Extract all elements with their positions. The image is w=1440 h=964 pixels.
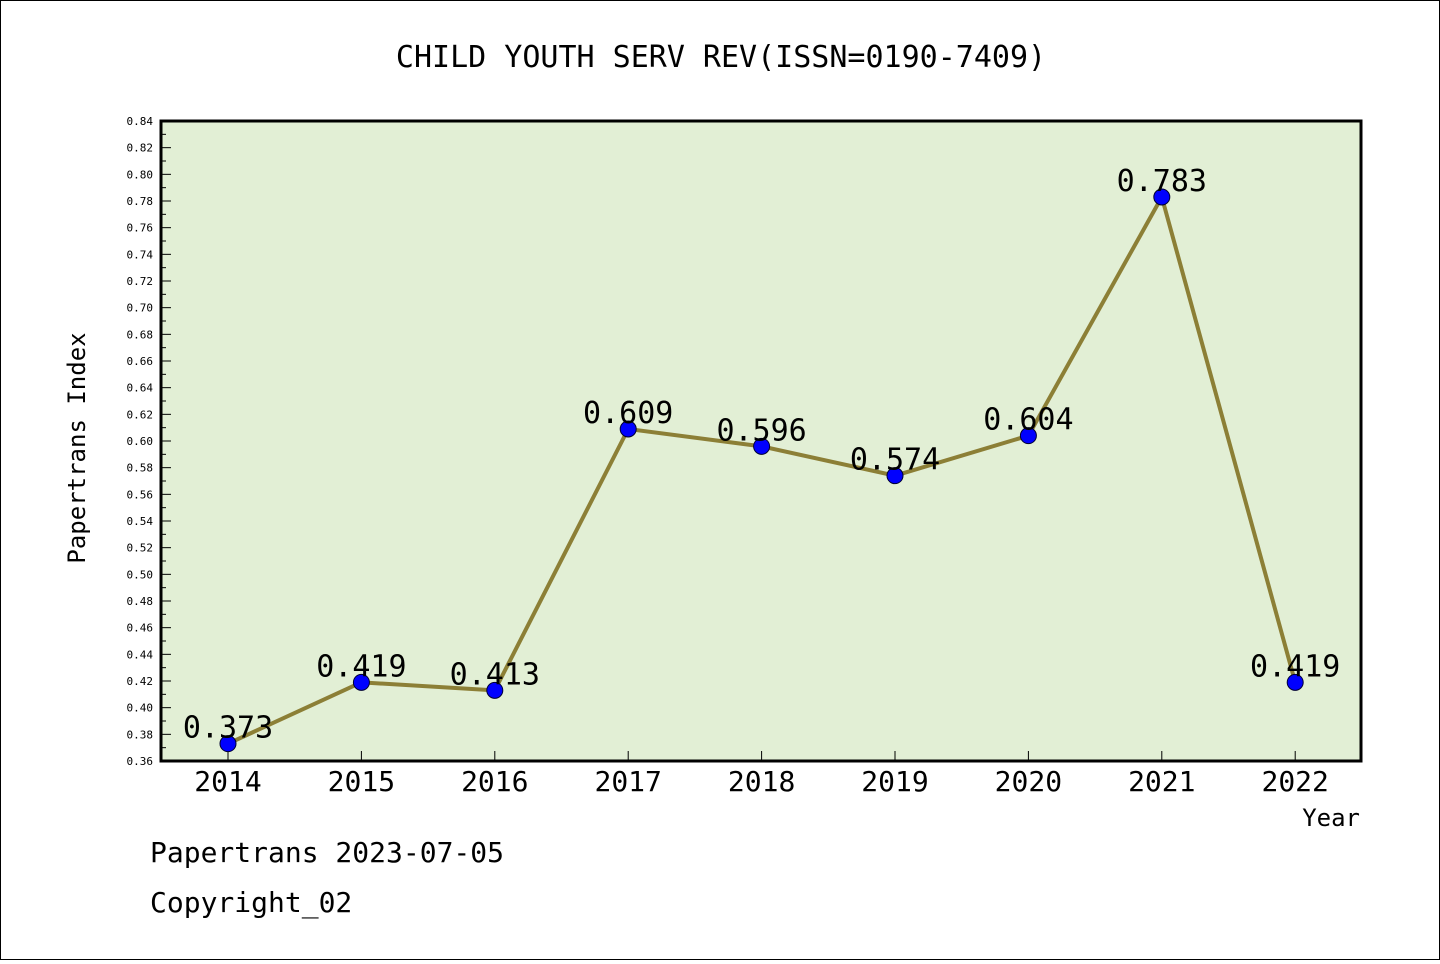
data-point	[1286, 673, 1304, 691]
y-tick-label: 0.70	[127, 302, 154, 315]
y-tick-label: 0.54	[127, 515, 154, 528]
data-label: 0.373	[183, 711, 273, 746]
data-label: 0.413	[450, 657, 540, 692]
footer-copyright: Copyright_02	[150, 886, 353, 919]
data-label: 0.419	[1250, 649, 1340, 684]
data-point	[886, 467, 904, 485]
data-label: 0.609	[583, 396, 673, 431]
x-tick-label: 2019	[861, 765, 928, 798]
data-point	[486, 681, 504, 699]
x-tick-label: 2017	[594, 765, 661, 798]
y-tick-label: 0.56	[127, 488, 154, 501]
y-tick-label: 0.44	[127, 648, 154, 661]
y-tick-label: 0.68	[127, 328, 154, 341]
data-point	[219, 735, 237, 753]
data-label: 0.783	[1117, 164, 1207, 199]
x-tick-label: 2018	[728, 765, 795, 798]
chart-title: CHILD YOUTH SERV REV(ISSN=0190-7409)	[396, 40, 1046, 75]
y-tick-label: 0.76	[127, 222, 154, 235]
x-tick-label: 2014	[194, 765, 261, 798]
x-tick-label: 2016	[461, 765, 528, 798]
y-tick-label: 0.84	[127, 115, 154, 128]
y-tick-label: 0.80	[127, 168, 154, 181]
data-point	[1019, 427, 1037, 445]
y-tick-label: 0.64	[127, 382, 154, 395]
data-point	[352, 673, 370, 691]
y-tick-label: 0.36	[127, 755, 154, 768]
y-tick-label: 0.38	[127, 728, 154, 741]
x-tick-label: 2022	[1261, 765, 1328, 798]
y-axis-label: Papertrans Index	[63, 332, 91, 563]
y-tick-label: 0.66	[127, 355, 154, 368]
x-tick-label: 2020	[995, 765, 1062, 798]
x-tick-label: 2021	[1128, 765, 1195, 798]
y-tick-label: 0.48	[127, 595, 154, 608]
y-tick-label: 0.50	[127, 568, 154, 581]
y-tick-label: 0.72	[127, 275, 154, 288]
data-label: 0.596	[716, 413, 806, 448]
y-tick-label: 0.78	[127, 195, 154, 208]
data-label: 0.419	[316, 649, 406, 684]
y-tick-label: 0.82	[127, 142, 154, 155]
y-tick-label: 0.40	[127, 702, 154, 715]
data-label: 0.604	[983, 403, 1073, 438]
data-point	[1153, 188, 1171, 206]
y-tick-label: 0.46	[127, 622, 154, 635]
data-point	[619, 420, 637, 438]
x-axis-label: Year	[1302, 804, 1360, 832]
y-tick-label: 0.60	[127, 435, 154, 448]
footer-date: Papertrans 2023-07-05	[150, 836, 505, 869]
y-tick-label: 0.62	[127, 408, 154, 421]
y-tick-label: 0.74	[127, 248, 154, 261]
y-tick-label: 0.42	[127, 675, 154, 688]
y-tick-label: 0.52	[127, 542, 154, 555]
x-tick-label: 2015	[328, 765, 395, 798]
data-point	[753, 437, 771, 455]
data-label: 0.574	[850, 443, 940, 478]
y-tick-label: 0.58	[127, 462, 154, 475]
